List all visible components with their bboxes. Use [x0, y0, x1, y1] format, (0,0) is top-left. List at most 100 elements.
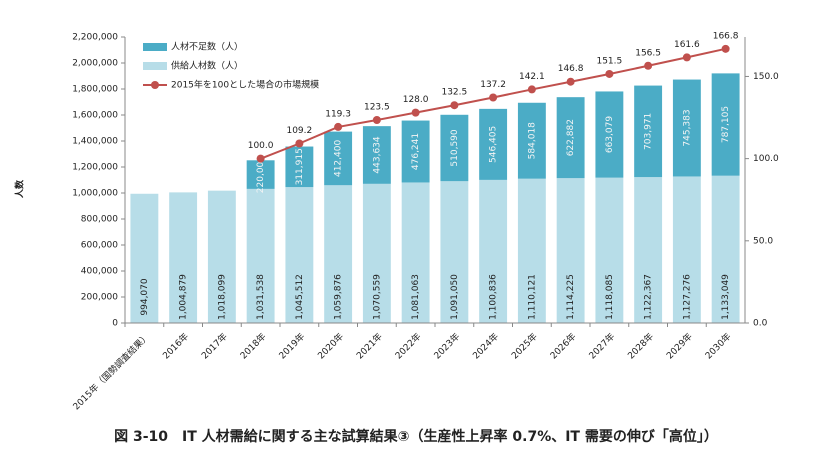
data-label: 1,118,085 — [605, 274, 615, 320]
bar-segment — [595, 91, 624, 178]
y-tick-label: 200,000 — [81, 293, 118, 303]
bar-segment — [479, 108, 508, 180]
bar-segment — [362, 126, 391, 184]
data-label: 703,971 — [644, 113, 654, 150]
legend-swatch — [143, 43, 167, 51]
x-tick-label: 2019年 — [276, 330, 307, 361]
line-marker — [605, 69, 614, 78]
y-tick-label: 600,000 — [81, 241, 118, 251]
y-tick-label: 800,000 — [81, 215, 118, 225]
data-label: 1,127,276 — [682, 274, 692, 320]
line-marker — [682, 53, 691, 62]
data-label: 1,045,512 — [295, 274, 305, 320]
y-tick-label: 1,200,000 — [72, 163, 118, 173]
legend-label: 2015年を100とした場合の市場規模 — [171, 79, 319, 91]
data-label: 132.5 — [441, 88, 467, 98]
legend-label: 供給人材数（人） — [171, 60, 243, 72]
legend-label: 人材不足数（人） — [171, 41, 243, 53]
data-label: 584,018 — [527, 122, 537, 159]
bar-segment — [207, 190, 236, 323]
line-marker — [256, 154, 265, 163]
y-tick-label: 0 — [112, 319, 118, 329]
bar-segment — [556, 178, 585, 323]
line-marker — [334, 122, 343, 131]
bar-segment — [324, 185, 353, 323]
x-tick-label: 2028年 — [625, 330, 656, 361]
line-marker — [489, 93, 498, 102]
bar-segment — [285, 187, 314, 323]
data-label: 546,405 — [489, 126, 499, 163]
data-label: 443,634 — [372, 136, 382, 173]
data-label: 1,031,538 — [256, 274, 266, 320]
bar-segment — [362, 183, 391, 323]
line-marker — [527, 85, 536, 94]
line-marker — [411, 108, 420, 117]
x-tick-label: 2029年 — [664, 330, 695, 361]
y-tick-label: 2,200,000 — [72, 33, 118, 43]
data-label: 663,079 — [605, 116, 615, 153]
data-label: 119.3 — [325, 109, 351, 119]
x-tick-label: 2025年 — [509, 330, 540, 361]
legend-swatch — [151, 81, 159, 89]
data-label: 156.5 — [635, 48, 661, 58]
x-tick-label: 2021年 — [354, 330, 385, 361]
data-label: 142.1 — [519, 72, 545, 82]
data-label: 1,100,836 — [489, 274, 499, 320]
bar-segment — [711, 175, 740, 323]
bar-segment — [479, 179, 508, 323]
bar-segment — [246, 160, 275, 189]
y2-tick-label: 100.0 — [753, 154, 779, 164]
data-label: 994,070 — [140, 278, 150, 315]
bar-segment — [672, 176, 701, 323]
data-label: 412,400 — [334, 140, 344, 177]
data-label: 1,122,367 — [644, 274, 654, 320]
bar-segment — [130, 193, 159, 323]
data-label: 787,105 — [721, 106, 731, 143]
x-tick-label: 2017年 — [199, 330, 230, 361]
y-axis-label: 人数 — [14, 179, 26, 199]
line-marker — [566, 77, 575, 86]
data-label: 161.6 — [674, 40, 700, 50]
x-tick-label: 2022年 — [392, 330, 423, 361]
y-tick-label: 2,000,000 — [72, 59, 118, 69]
x-tick-label: 2018年 — [237, 330, 268, 361]
bar-segment — [401, 120, 430, 183]
data-label: 1,081,063 — [411, 274, 421, 320]
x-tick-label: 2024年 — [470, 330, 501, 361]
bar-segment — [440, 181, 469, 323]
y-tick-label: 1,600,000 — [72, 111, 118, 121]
line-marker — [372, 116, 381, 125]
y-tick-label: 1,800,000 — [72, 85, 118, 95]
x-tick-label: 2023年 — [431, 330, 462, 361]
data-label: 137.2 — [480, 80, 506, 90]
caption: 図 3-10 IT 人材需給に関する主な試算結果③（生産性上昇率 0.7%、IT… — [114, 428, 718, 445]
data-label: 100.0 — [248, 141, 274, 151]
data-label: 151.5 — [596, 56, 622, 66]
y2-tick-label: 50.0 — [753, 236, 773, 246]
x-tick-label: 2015年（国勢調査結果） — [70, 330, 152, 412]
bar-segment — [285, 146, 314, 188]
y-tick-label: 1,000,000 — [72, 189, 118, 199]
y2-tick-label: 0.0 — [753, 319, 768, 329]
data-label: 476,241 — [411, 133, 421, 170]
bar-segment — [711, 73, 740, 176]
bar-segment — [672, 79, 701, 177]
data-label: 166.8 — [713, 31, 739, 41]
data-label: 123.5 — [364, 103, 390, 113]
data-label: 1,133,049 — [721, 274, 731, 320]
bar-segment — [246, 188, 275, 323]
bar-segment — [595, 177, 624, 323]
data-label: 1,110,121 — [527, 274, 537, 320]
data-label: 1,018,099 — [217, 274, 227, 320]
data-label: 1,004,879 — [179, 274, 189, 320]
data-label: 220,000 — [256, 156, 266, 193]
data-label: 745,383 — [682, 109, 692, 146]
x-tick-label: 2030年 — [702, 330, 733, 361]
data-label: 311,915 — [295, 148, 305, 185]
line-marker — [644, 61, 653, 70]
y-tick-label: 400,000 — [81, 267, 118, 277]
data-label: 1,070,559 — [372, 274, 382, 320]
line-marker — [450, 101, 459, 110]
